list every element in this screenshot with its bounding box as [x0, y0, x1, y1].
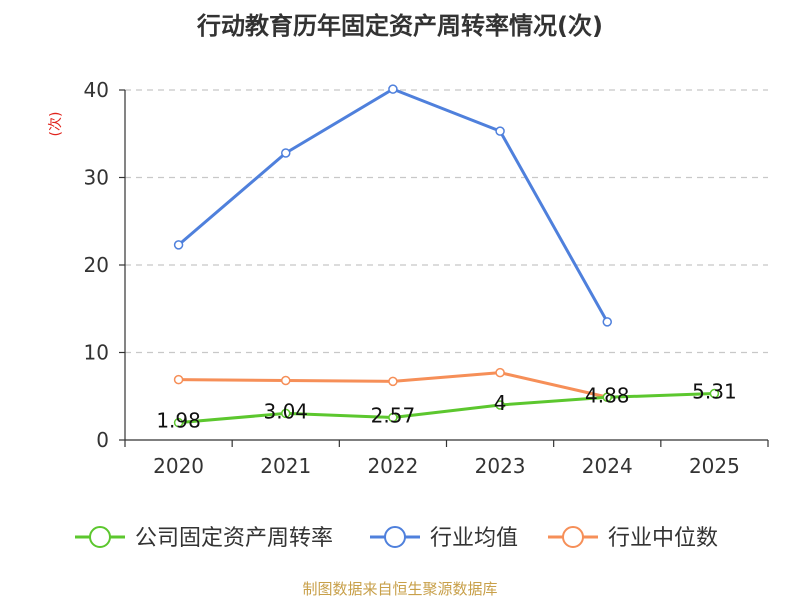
- series-1: [173, 84, 612, 327]
- legend-swatch-marker: [89, 526, 111, 548]
- series-line: [177, 87, 609, 323]
- legend-swatch-marker: [562, 526, 584, 548]
- data-point[interactable]: [709, 388, 720, 399]
- data-point[interactable]: [388, 376, 398, 387]
- axes: 0 10 20 30 40 2020 2021 2022 2023 2024 2025: [84, 78, 769, 478]
- data-point[interactable]: [602, 317, 612, 327]
- legend-swatch-marker: [384, 526, 406, 548]
- y-tick-label: 10: [84, 341, 109, 365]
- y-tick-label: 20: [84, 253, 109, 277]
- legend-item[interactable]: 行业中位数: [548, 526, 718, 551]
- data-label: 1.98: [156, 409, 201, 433]
- x-tick-label: 2021: [260, 454, 311, 478]
- data-point[interactable]: [173, 240, 184, 250]
- x-tick-label: 2025: [689, 454, 740, 478]
- data-label: 3.04: [263, 399, 308, 423]
- source-note: 制图数据来自恒生聚源数据库: [302, 580, 497, 598]
- data-point[interactable]: [388, 412, 398, 423]
- legend-item[interactable]: 行业均值: [370, 526, 518, 551]
- data-point[interactable]: [495, 126, 505, 136]
- data-labels: 1.98 3.04 2.57 4 4.88 5.31: [156, 380, 736, 433]
- series-line: [178, 392, 715, 425]
- series-2: [173, 367, 612, 402]
- chart-title: 行动教育历年固定资产周转率情况(次): [196, 12, 603, 40]
- series: [173, 84, 720, 428]
- legend[interactable]: 公司固定资产周转率 行业均值 行业中位数: [75, 526, 718, 551]
- y-axis-label: (次): [48, 112, 64, 137]
- data-point[interactable]: [495, 367, 505, 378]
- data-label: 2.57: [371, 404, 416, 428]
- data-point[interactable]: [281, 408, 291, 419]
- legend-label: 行业中位数: [608, 526, 718, 551]
- data-point[interactable]: [173, 374, 184, 385]
- x-tick-label: 2020: [153, 454, 204, 478]
- data-label: 4: [494, 391, 507, 415]
- data-point[interactable]: [173, 417, 184, 428]
- legend-label: 公司固定资产周转率: [135, 526, 333, 551]
- grid: [125, 89, 768, 354]
- data-point[interactable]: [281, 375, 291, 386]
- series-0: [173, 388, 720, 428]
- y-tick-label: 0: [96, 428, 109, 452]
- data-point[interactable]: [388, 84, 398, 94]
- y-tick-label: 30: [84, 166, 109, 190]
- y-tick-label: 40: [84, 78, 109, 102]
- legend-label: 行业均值: [430, 526, 518, 551]
- data-label: 5.31: [692, 380, 737, 404]
- legend-item[interactable]: 公司固定资产周转率: [75, 526, 333, 551]
- data-point[interactable]: [281, 148, 291, 158]
- data-point[interactable]: [495, 400, 505, 410]
- x-tick-label: 2023: [475, 454, 526, 478]
- data-point[interactable]: [602, 392, 612, 403]
- data-label: 4.88: [585, 383, 630, 407]
- x-tick-label: 2022: [367, 454, 418, 478]
- x-tick-label: 2024: [582, 454, 633, 478]
